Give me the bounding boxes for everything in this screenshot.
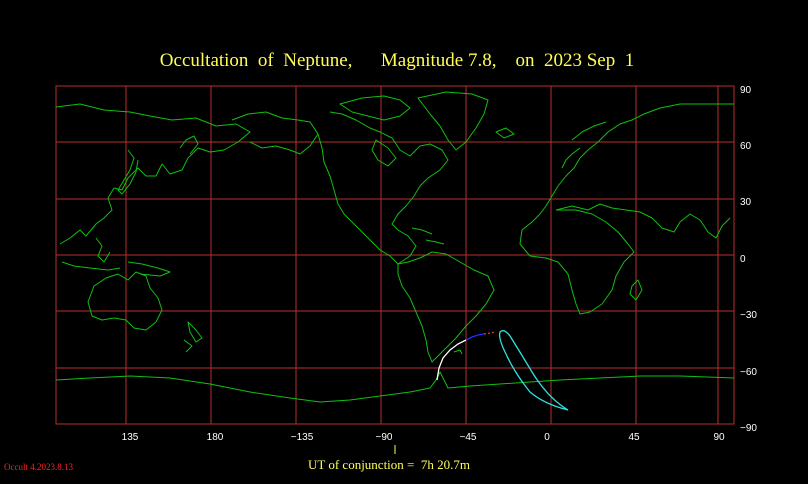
conjunction-time: UT of conjunction = 7h 20.7m bbox=[308, 457, 470, 472]
coastlines bbox=[55, 91, 735, 403]
lat-label: −90 bbox=[740, 423, 757, 434]
coast-arabia-india bbox=[639, 211, 731, 239]
lon-label: −90 bbox=[376, 432, 393, 443]
coast-mediterranean bbox=[555, 203, 641, 213]
software-version: Occult 4.2023.8.13 bbox=[4, 462, 73, 472]
coast-madagascar bbox=[629, 279, 643, 301]
coast-scandinavia bbox=[571, 121, 607, 141]
coast-europe bbox=[539, 103, 734, 215]
coast-hudson-bay bbox=[371, 139, 397, 167]
lat-label: 0 bbox=[740, 254, 746, 265]
lon-label: 45 bbox=[628, 432, 640, 443]
coast-asia bbox=[55, 103, 251, 245]
latitude-labels: 90 60 30 0 −30 −60 −90 bbox=[740, 85, 757, 434]
lat-label: 60 bbox=[740, 141, 752, 152]
coast-north-america-east bbox=[329, 111, 449, 265]
lon-label: 135 bbox=[122, 432, 139, 443]
coast-antarctica bbox=[55, 371, 735, 403]
coast-alaska bbox=[231, 111, 319, 135]
coast-australia bbox=[87, 271, 163, 331]
coast-japan bbox=[117, 149, 139, 195]
lat-label: −30 bbox=[740, 310, 757, 321]
coast-new-zealand bbox=[183, 321, 203, 353]
coast-aleutians bbox=[249, 133, 319, 155]
coast-africa bbox=[519, 209, 635, 315]
lon-label: −135 bbox=[291, 432, 314, 443]
lon-label: −45 bbox=[460, 432, 477, 443]
lat-label: −60 bbox=[740, 367, 757, 378]
lat-label: 30 bbox=[740, 197, 752, 208]
coast-british-isles bbox=[561, 147, 581, 169]
coast-falklands bbox=[453, 349, 463, 355]
occultation-track bbox=[436, 330, 569, 411]
coast-greenland bbox=[417, 91, 489, 151]
graze-limit-curve bbox=[498, 330, 569, 411]
lon-label: 0 bbox=[544, 432, 550, 443]
lon-label: 90 bbox=[713, 432, 725, 443]
map-title: Occultation of Neptune, Magnitude 7.8, o… bbox=[159, 50, 635, 71]
coast-north-america-west bbox=[317, 133, 399, 265]
coast-arctic-islands bbox=[339, 95, 411, 121]
twilight-track-segment bbox=[465, 333, 485, 341]
coast-caribbean bbox=[411, 227, 445, 245]
daytime-track-segment bbox=[436, 339, 467, 381]
coast-kamchatka bbox=[179, 135, 199, 155]
longitude-labels: 135 180 −135 −90 −45 0 45 90 bbox=[122, 432, 725, 443]
limit-track-segment bbox=[483, 331, 497, 335]
coast-indonesia bbox=[61, 237, 171, 277]
coast-iceland bbox=[495, 127, 515, 139]
lon-label: 180 bbox=[207, 432, 224, 443]
graticule bbox=[56, 86, 734, 424]
lat-label: 90 bbox=[740, 85, 752, 96]
coast-south-america bbox=[397, 251, 495, 363]
